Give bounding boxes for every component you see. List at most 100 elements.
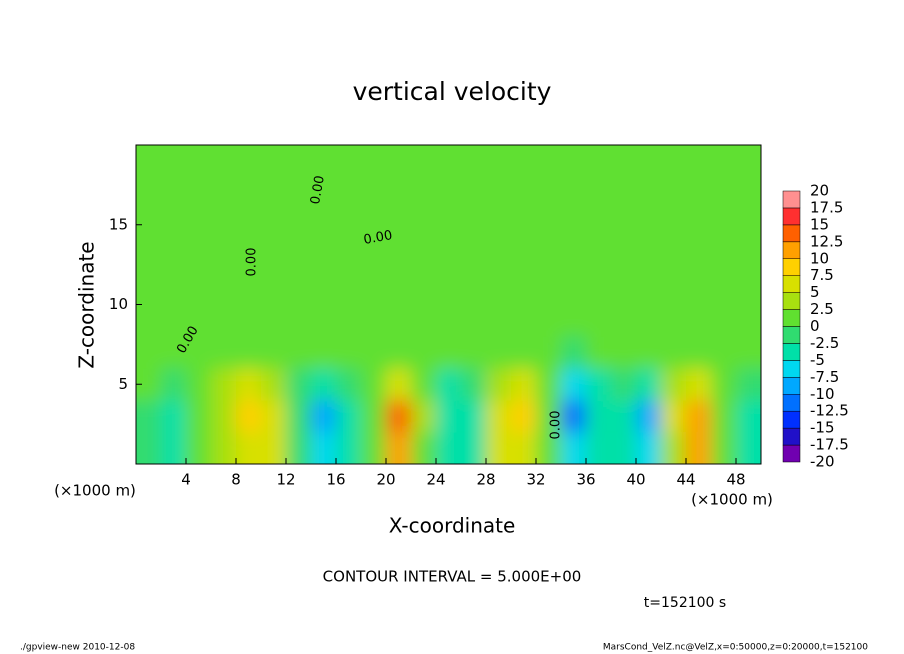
field-cell <box>336 208 361 241</box>
field-cell <box>436 240 461 273</box>
field-cell <box>686 432 711 464</box>
field-cell <box>586 145 611 177</box>
field-cell <box>611 145 636 177</box>
field-cell <box>586 432 611 464</box>
field-cell <box>261 145 286 177</box>
field-cell <box>386 304 411 337</box>
field-cell <box>336 400 361 433</box>
field-cell <box>436 400 461 433</box>
x-tick-label: 8 <box>231 471 241 489</box>
field-cell <box>311 432 336 464</box>
field-cell <box>561 336 586 369</box>
field-cell <box>186 368 211 401</box>
field-cell <box>436 272 461 305</box>
field-cell <box>286 368 311 401</box>
field-cell <box>186 272 211 305</box>
field-cell <box>136 336 161 369</box>
colorbar-label: -17.5 <box>810 436 849 454</box>
field-cell <box>486 432 511 464</box>
field-cell <box>236 304 261 337</box>
field-cell <box>311 145 336 177</box>
field-cell <box>661 208 686 241</box>
field-cell <box>236 400 261 433</box>
field-cell <box>386 240 411 273</box>
field-cell <box>336 336 361 369</box>
time-label: t=152100 s <box>644 595 726 611</box>
field-cell <box>711 304 736 337</box>
field-cell <box>386 432 411 464</box>
field-cell <box>536 240 561 273</box>
field-cell <box>561 208 586 241</box>
field-cell <box>311 304 336 337</box>
field-cell <box>361 304 386 337</box>
field-cell <box>536 208 561 241</box>
field-cell <box>636 368 661 401</box>
field-cell <box>461 145 486 177</box>
colorbar-label: 15 <box>810 215 829 233</box>
field-cell <box>461 272 486 305</box>
field-cell <box>261 336 286 369</box>
field-cell <box>186 145 211 177</box>
field-cell <box>561 145 586 177</box>
field-cell <box>411 432 436 464</box>
field-cell <box>611 208 636 241</box>
field-cell <box>611 400 636 433</box>
field-cell <box>561 368 586 401</box>
field-cell <box>161 176 186 209</box>
field-cell <box>386 400 411 433</box>
field-cell <box>336 145 361 177</box>
field-cell <box>461 240 486 273</box>
field-cell <box>711 432 736 464</box>
field-cell <box>461 208 486 241</box>
colorbar-box <box>782 292 801 310</box>
field-cell <box>361 336 386 369</box>
field-cell <box>436 304 461 337</box>
field-cell <box>586 208 611 241</box>
field-cell <box>736 240 761 273</box>
field-cell <box>686 368 711 401</box>
field-cell <box>161 368 186 401</box>
field-cell <box>436 208 461 241</box>
field-cell <box>236 272 261 305</box>
field-cell <box>386 208 411 241</box>
field-cell <box>386 336 411 369</box>
footer-left: ./gpview-new 2010-12-08 <box>20 643 135 653</box>
field-cell <box>161 432 186 464</box>
field-cell <box>161 240 186 273</box>
field-cell <box>186 400 211 433</box>
field-cell <box>561 432 586 464</box>
field-cell <box>386 272 411 305</box>
field-cell <box>586 176 611 209</box>
y-tick-label: 15 <box>109 215 128 233</box>
field-cell <box>361 240 386 273</box>
field-cell <box>636 240 661 273</box>
colorbar-label: -5 <box>810 351 825 369</box>
colorbar-box <box>782 309 801 327</box>
field-cell <box>611 176 636 209</box>
field-cell <box>361 272 386 305</box>
field-cell <box>386 145 411 177</box>
chart-title: vertical velocity <box>353 77 552 106</box>
field-cell <box>511 176 536 209</box>
field-cell <box>211 240 236 273</box>
field-cell <box>636 176 661 209</box>
field-cell <box>311 272 336 305</box>
colorbar-box <box>782 427 801 446</box>
field-cell <box>361 176 386 209</box>
field-cell <box>561 400 586 433</box>
field-cell <box>311 400 336 433</box>
field-cell <box>486 208 511 241</box>
colorbar-box <box>782 326 801 344</box>
colorbar-box <box>782 377 801 395</box>
colorbar-box <box>782 224 801 243</box>
field-cell <box>361 145 386 177</box>
colorbar-label: 10 <box>810 249 829 267</box>
contour-label: 0.00 <box>245 248 260 277</box>
colorbar-box <box>782 394 801 412</box>
field-cell <box>661 336 686 369</box>
x-tick-label: 4 <box>181 471 191 489</box>
field-cell <box>286 336 311 369</box>
field-cells <box>136 145 761 464</box>
field-cell <box>561 304 586 337</box>
field-cell <box>736 336 761 369</box>
